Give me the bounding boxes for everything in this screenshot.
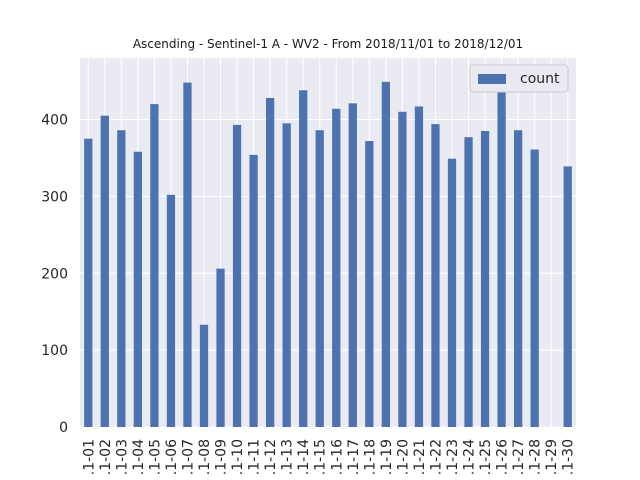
legend-box xyxy=(469,64,569,93)
bar-107 xyxy=(183,82,192,427)
bar-116 xyxy=(332,108,341,428)
bar-130 xyxy=(563,166,572,428)
bar-121 xyxy=(414,106,424,428)
y-tick-label: 300 xyxy=(41,189,68,205)
x-tick-label: .1-14 xyxy=(296,439,312,475)
bar-114 xyxy=(299,90,308,427)
x-tick-label: .1-18 xyxy=(362,439,378,475)
x-tick-label: .1-15 xyxy=(313,439,329,475)
x-tick-label: .1-07 xyxy=(180,439,196,475)
x-tick-label: .1-24 xyxy=(462,439,478,475)
bar-113 xyxy=(282,123,291,427)
x-tick-label: .1-03 xyxy=(114,439,130,475)
x-axis-ticks: .1-01.1-02.1-03.1-04.1-05.1-06.1-07.1-08… xyxy=(81,439,576,475)
x-tick-label: .1-16 xyxy=(329,439,345,475)
bar-110 xyxy=(232,124,242,427)
legend: count xyxy=(469,64,569,93)
x-tick-label: .1-30 xyxy=(561,439,577,475)
bar-115 xyxy=(315,130,324,427)
bar-112 xyxy=(266,97,275,427)
bar-120 xyxy=(398,111,407,427)
bar-104 xyxy=(133,151,142,427)
bar-109 xyxy=(216,268,225,427)
x-tick-label: .1-23 xyxy=(445,439,461,475)
x-tick-label: .1-25 xyxy=(478,439,494,475)
y-tick-label: 400 xyxy=(41,113,68,129)
bar-122 xyxy=(431,124,440,428)
bar-105 xyxy=(150,104,159,427)
x-tick-label: .1-20 xyxy=(395,439,411,475)
x-tick-label: .1-26 xyxy=(495,439,511,475)
bar-102 xyxy=(100,115,109,427)
x-tick-label: .1-21 xyxy=(412,439,428,475)
x-tick-label: .1-29 xyxy=(544,439,560,475)
bar-117 xyxy=(348,103,357,427)
x-tick-label: .1-19 xyxy=(379,439,395,475)
bar-126 xyxy=(497,91,506,428)
x-tick-label: .1-06 xyxy=(164,439,180,475)
bar-103 xyxy=(117,130,126,427)
bars xyxy=(84,81,572,428)
bar-125 xyxy=(480,131,490,427)
bar-128 xyxy=(530,149,539,427)
bar-106 xyxy=(166,194,176,427)
y-axis-ticks: 0 100 200 300 400 xyxy=(41,113,68,437)
legend-label: count xyxy=(520,71,560,87)
y-tick-label: 0 xyxy=(59,420,68,436)
bar-119 xyxy=(381,81,390,428)
x-tick-label: .1-02 xyxy=(98,439,114,475)
x-tick-label: .1-08 xyxy=(197,439,213,475)
x-tick-label: .1-12 xyxy=(263,439,279,475)
bar-118 xyxy=(365,141,374,427)
chart-title: Ascending - Sentinel-1 A - WV2 - From 20… xyxy=(133,37,523,51)
bar-123 xyxy=(447,158,457,428)
y-tick-label: 100 xyxy=(41,343,68,359)
bar-108 xyxy=(199,324,209,427)
x-tick-label: .1-13 xyxy=(280,439,296,475)
bar-127 xyxy=(514,130,523,427)
bar-101 xyxy=(84,138,93,427)
x-tick-label: .1-09 xyxy=(214,439,230,475)
bar-111 xyxy=(249,154,258,428)
x-tick-label: .1-10 xyxy=(230,439,246,475)
x-tick-label: .1-11 xyxy=(247,439,263,475)
x-tick-label: .1-27 xyxy=(511,439,527,475)
x-tick-label: .1-17 xyxy=(346,439,362,475)
y-tick-label: 200 xyxy=(41,266,68,282)
x-tick-label: .1-04 xyxy=(131,439,147,475)
x-tick-label: .1-28 xyxy=(528,439,544,475)
bar-124 xyxy=(464,137,473,427)
x-tick-label: .1-05 xyxy=(147,439,163,475)
x-tick-label: .1-22 xyxy=(428,439,444,475)
x-tick-label: .1-01 xyxy=(81,439,97,475)
legend-swatch xyxy=(478,74,506,84)
